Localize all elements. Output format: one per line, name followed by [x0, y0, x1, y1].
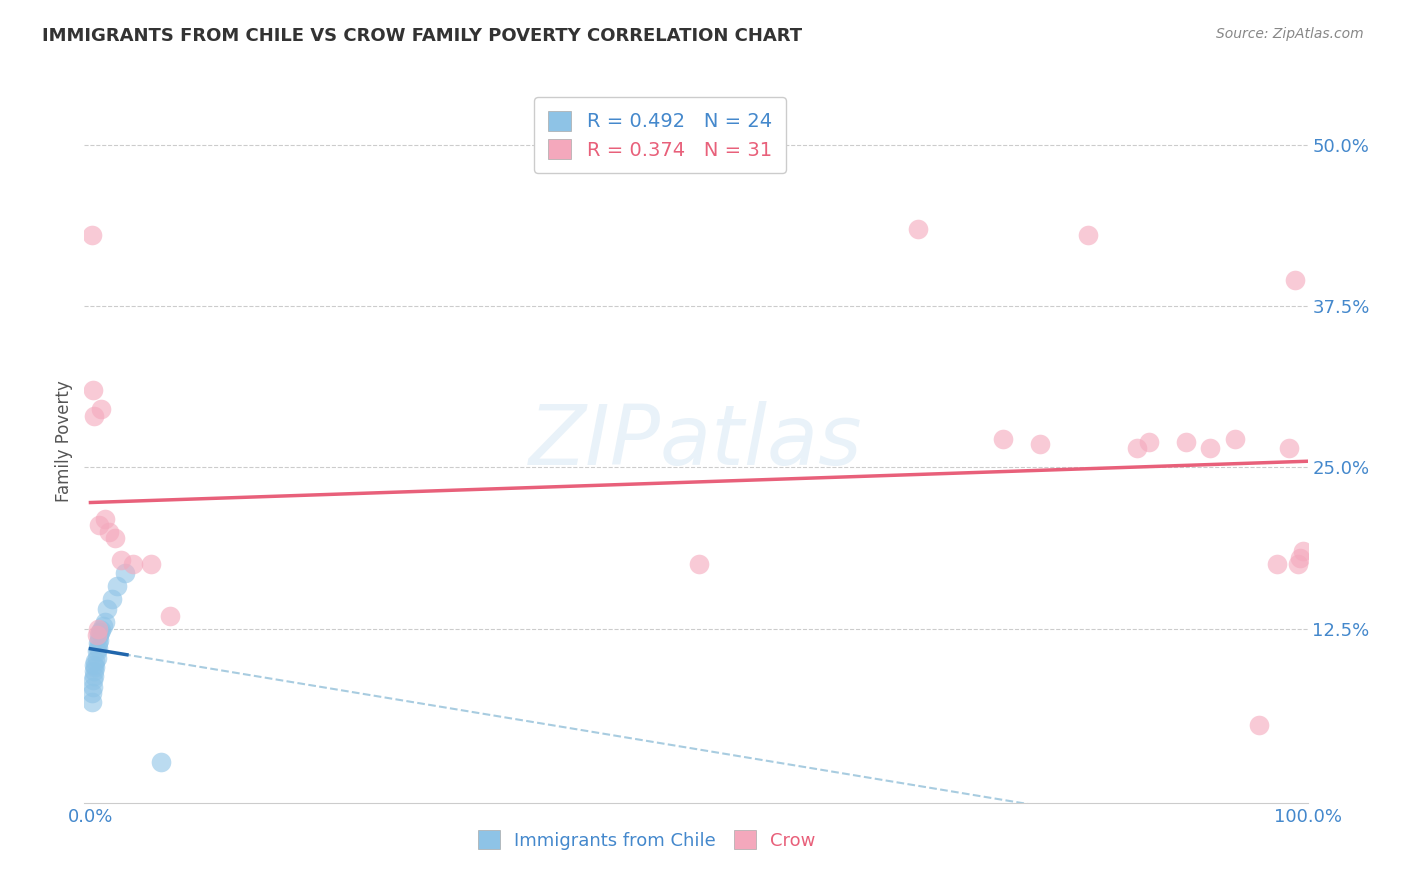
- Point: [87, 633, 110, 648]
- Point: [1137, 434, 1160, 449]
- Point: [86, 628, 108, 642]
- Point: [84, 654, 107, 668]
- Point: [1223, 432, 1246, 446]
- Point: [83, 657, 105, 672]
- Point: [993, 432, 1015, 446]
- Point: [1292, 544, 1315, 558]
- Point: [150, 755, 173, 769]
- Text: Source: ZipAtlas.com: Source: ZipAtlas.com: [1216, 27, 1364, 41]
- Text: ZIPatlas: ZIPatlas: [529, 401, 863, 482]
- Point: [82, 383, 104, 397]
- Point: [82, 680, 104, 694]
- Point: [83, 409, 105, 423]
- Point: [1247, 718, 1270, 732]
- Point: [1174, 434, 1197, 449]
- Legend: Immigrants from Chile, Crow: Immigrants from Chile, Crow: [470, 822, 825, 859]
- Point: [94, 512, 117, 526]
- Point: [87, 628, 110, 642]
- Point: [97, 524, 120, 539]
- Point: [141, 557, 163, 571]
- Y-axis label: Family Poverty: Family Poverty: [55, 381, 73, 502]
- Point: [101, 591, 124, 606]
- Point: [86, 643, 108, 657]
- Point: [104, 531, 127, 545]
- Point: [110, 553, 132, 567]
- Point: [86, 651, 108, 665]
- Point: [90, 623, 112, 637]
- Point: [94, 615, 117, 630]
- Point: [1278, 441, 1301, 455]
- Point: [1199, 441, 1222, 455]
- Point: [91, 619, 114, 633]
- Point: [87, 518, 110, 533]
- Point: [122, 557, 145, 571]
- Point: [907, 221, 929, 235]
- Point: [105, 579, 128, 593]
- Point: [1286, 557, 1309, 571]
- Point: [80, 228, 103, 243]
- Point: [90, 402, 112, 417]
- Point: [1284, 273, 1306, 287]
- Point: [114, 566, 136, 581]
- Point: [1029, 437, 1052, 451]
- Point: [83, 664, 105, 678]
- Point: [688, 557, 710, 571]
- Point: [159, 608, 181, 623]
- Point: [80, 695, 103, 709]
- Text: IMMIGRANTS FROM CHILE VS CROW FAMILY POVERTY CORRELATION CHART: IMMIGRANTS FROM CHILE VS CROW FAMILY POV…: [42, 27, 803, 45]
- Point: [83, 669, 105, 683]
- Point: [80, 686, 103, 700]
- Point: [1077, 228, 1099, 243]
- Point: [87, 640, 110, 655]
- Point: [1265, 557, 1288, 571]
- Point: [87, 636, 110, 650]
- Point: [84, 660, 107, 674]
- Point: [87, 622, 110, 636]
- Point: [96, 602, 118, 616]
- Point: [1289, 550, 1312, 565]
- Point: [82, 673, 104, 688]
- Point: [89, 625, 111, 640]
- Point: [1126, 441, 1149, 455]
